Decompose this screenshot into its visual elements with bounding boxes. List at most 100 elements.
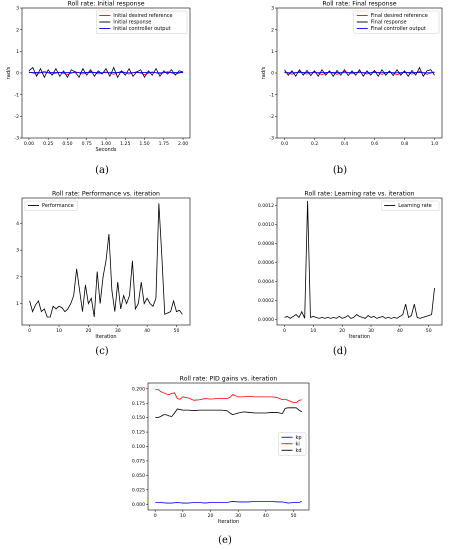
y-tick-label-e-0: 0.000 (132, 502, 145, 508)
y-tick-label-b-1: -2 (269, 114, 274, 120)
x-tick-label-a-8: 2.00 (178, 141, 188, 147)
chart-c: Roll rate: Performance vs. iteration 0 10 2… (16, 191, 191, 340)
y-tick-label-e-7: 0.175 (132, 401, 145, 407)
y-tick-label-c-3: 4 (16, 221, 19, 227)
x-tick-label-c-3: 30 (115, 328, 121, 334)
series-line-a-0 (28, 70, 184, 75)
legend-label-e-1: ki (296, 441, 300, 447)
chart-a: Roll rate: Initial response 0.00 0.25 0.50 0… (6, 1, 191, 153)
x-tick-label-c-5: 50 (174, 328, 180, 334)
subfigure-label-c: (c) (95, 346, 109, 357)
x-tick-label-c-2: 20 (85, 328, 91, 334)
y-tick-label-e-1: 0.025 (132, 487, 145, 493)
chart-d: Roll rate: Learning rate vs. iteration 0 1… (258, 191, 443, 340)
x-tick-label-d-1: 10 (310, 328, 316, 334)
legend-label-a-1: Initial response (113, 20, 151, 26)
subfigure-label-d: (d) (332, 346, 348, 357)
x-tick-label-b-2: 0.4 (341, 141, 348, 147)
y-tick-label-d-1: 0.0002 (258, 298, 274, 304)
x-tick-label-a-1: 0.25 (43, 141, 53, 147)
series-line-b-1 (284, 66, 435, 78)
series-line-e-2 (155, 407, 303, 419)
legend-label-b-2: Final controller output (371, 26, 426, 32)
x-tick-label-c-1: 10 (56, 328, 62, 334)
y-tick-label-e-2: 0.050 (132, 473, 145, 479)
series-line-e-1 (155, 388, 302, 404)
x-tick-label-d-5: 50 (426, 328, 432, 334)
x-tick-label-d-3: 30 (368, 328, 374, 334)
y-tick-label-e-5: 0.125 (132, 430, 145, 436)
y-tick-label-b-4: 1 (271, 49, 274, 55)
y-tick-label-b-0: -3 (269, 136, 274, 142)
subfigure-label-b: (b) (332, 165, 348, 176)
series-line-c-0 (29, 203, 183, 318)
series-line-e-0 (155, 500, 302, 504)
chart-title-b: Roll rate: Final response (322, 1, 396, 8)
legend-label-c-0: Performance (42, 203, 74, 209)
y-tick-label-a-2: -1 (14, 92, 19, 98)
y-tick-label-a-5: 2 (16, 27, 19, 33)
legend-box-d (381, 200, 440, 211)
y-tick-label-c-1: 2 (16, 274, 19, 280)
x-tick-label-c-4: 40 (144, 328, 150, 334)
y-tick-label-e-3: 0.075 (132, 459, 145, 465)
x-tick-label-a-0: 0.00 (24, 141, 34, 147)
x-tick-label-c-0: 0 (28, 328, 31, 334)
x-tick-label-b-1: 0.2 (311, 141, 318, 147)
x-tick-label-a-2: 0.50 (62, 141, 72, 147)
legend-box-c (24, 200, 78, 211)
y-tick-label-e-6: 0.150 (132, 415, 145, 421)
axes-frame-d (276, 197, 443, 326)
x-tick-label-b-4: 0.8 (401, 141, 408, 147)
y-tick-label-d-3: 0.0006 (258, 260, 274, 266)
y-tick-label-b-5: 2 (271, 27, 274, 33)
y-tick-label-b-2: -1 (269, 92, 274, 98)
y-tick-label-d-6: 0.0012 (258, 203, 274, 209)
legend-label-a-0: Initial desired reference (113, 13, 172, 19)
legend-c: Performance (24, 200, 78, 211)
y-tick-label-c-2: 3 (16, 248, 19, 254)
x-tick-label-b-3: 0.6 (371, 141, 378, 147)
series-line-d-0 (284, 200, 435, 319)
y-tick-label-c-0: 1 (16, 301, 19, 307)
y-tick-label-d-0: 0.0000 (258, 317, 274, 323)
subfigure-label-a: (a) (95, 165, 109, 176)
axes-frame-c (21, 197, 191, 326)
x-tick-label-b-0: 0.0 (281, 141, 288, 147)
x-tick-label-d-0: 0 (283, 328, 286, 334)
x-tick-label-e-2: 20 (208, 513, 214, 519)
y-tick-label-b-3: 0 (271, 71, 274, 77)
y-axis-label-b: rad/s (261, 66, 267, 79)
y-tick-label-a-4: 1 (16, 49, 19, 55)
legend-label-e-0: kp (296, 435, 302, 441)
chart-title-d: Roll rate: Learning rate vs. iteration (304, 191, 414, 198)
x-axis-label-c: Iteration (95, 334, 116, 340)
x-tick-label-e-0: 0 (154, 513, 157, 519)
x-tick-label-a-6: 1.50 (139, 141, 149, 147)
x-axis-label-e: Iteration (218, 519, 239, 525)
y-tick-label-e-4: 0.100 (132, 444, 145, 450)
x-axis-label-d: Iteration (349, 334, 370, 340)
x-axis-label-a: Seconds (95, 147, 116, 153)
y-tick-label-d-4: 0.0008 (258, 241, 274, 247)
x-tick-label-a-5: 1.25 (120, 141, 130, 147)
legend-box-a (96, 10, 188, 34)
y-tick-label-e-8: 0.200 (132, 386, 145, 392)
legend-label-a-2: Initial controller output (113, 26, 170, 32)
y-tick-label-a-3: 0 (16, 71, 19, 77)
x-tick-label-a-7: 1.75 (159, 141, 169, 147)
legend-label-b-0: Final desired reference (371, 13, 428, 19)
x-tick-label-a-3: 0.75 (82, 141, 92, 147)
x-tick-label-e-1: 10 (180, 513, 186, 519)
x-tick-label-e-5: 50 (291, 513, 297, 519)
legend-d: Learning rate (381, 200, 440, 211)
y-tick-label-a-0: -3 (14, 136, 19, 142)
x-tick-label-a-4: 1.00 (101, 141, 111, 147)
chart-b: Roll rate: Final response 0.0 0.2 0.4 0.6 0.8… (261, 1, 443, 147)
y-tick-label-d-2: 0.0004 (258, 279, 274, 285)
x-tick-label-d-4: 40 (397, 328, 403, 334)
